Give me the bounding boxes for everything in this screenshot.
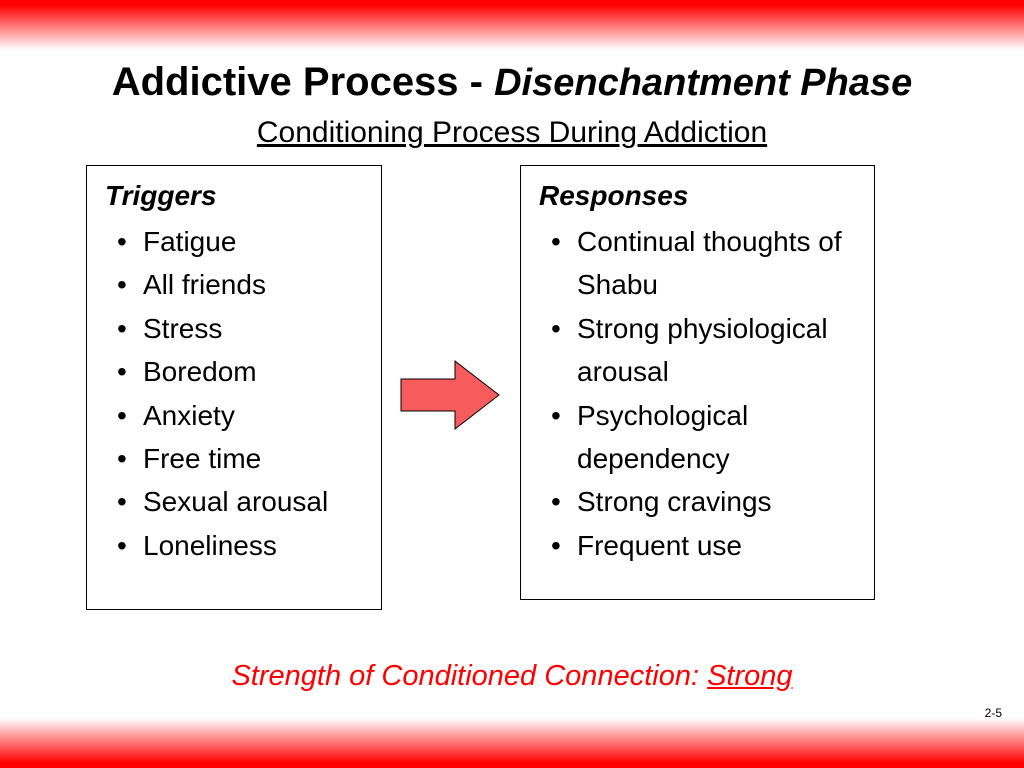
responses-heading: Responses	[539, 180, 856, 212]
responses-box: Responses Continual thoughts of Shabu St…	[520, 165, 875, 600]
list-item: Sexual arousal	[113, 480, 363, 523]
list-item: Loneliness	[113, 524, 363, 567]
list-item: Strong physiological arousal	[547, 307, 856, 394]
list-item: Anxiety	[113, 394, 363, 437]
bottom-gradient-bar	[0, 718, 1024, 768]
triggers-box: Triggers Fatigue All friends Stress Bore…	[86, 165, 382, 610]
footer-value: Strong	[707, 660, 792, 692]
arrow-icon	[395, 355, 505, 435]
list-item: All friends	[113, 263, 363, 306]
slide-title: Addictive Process - Disenchantment Phase	[0, 60, 1024, 105]
slide: Addictive Process - Disenchantment Phase…	[0, 0, 1024, 768]
list-item: Fatigue	[113, 220, 363, 263]
top-gradient-bar	[0, 0, 1024, 50]
title-main: Addictive Process -	[112, 60, 494, 104]
list-item: Stress	[113, 307, 363, 350]
footer-label: Strength of Conditioned Connection:	[231, 660, 707, 692]
triggers-list: Fatigue All friends Stress Boredom Anxie…	[105, 220, 363, 567]
list-item: Frequent use	[547, 524, 856, 567]
slide-subtitle: Conditioning Process During Addiction	[0, 116, 1024, 150]
list-item: Strong cravings	[547, 480, 856, 523]
triggers-heading: Triggers	[105, 180, 363, 212]
list-item: Free time	[113, 437, 363, 480]
list-item: Psychological dependency	[547, 394, 856, 481]
list-item: Continual thoughts of Shabu	[547, 220, 856, 307]
responses-list: Continual thoughts of Shabu Strong physi…	[539, 220, 856, 567]
page-number: 2-5	[985, 706, 1002, 720]
list-item: Boredom	[113, 350, 363, 393]
title-phase: Disenchantment Phase	[494, 62, 912, 104]
footer-strength: Strength of Conditioned Connection: Stro…	[0, 660, 1024, 693]
arrow-shape	[401, 361, 499, 429]
